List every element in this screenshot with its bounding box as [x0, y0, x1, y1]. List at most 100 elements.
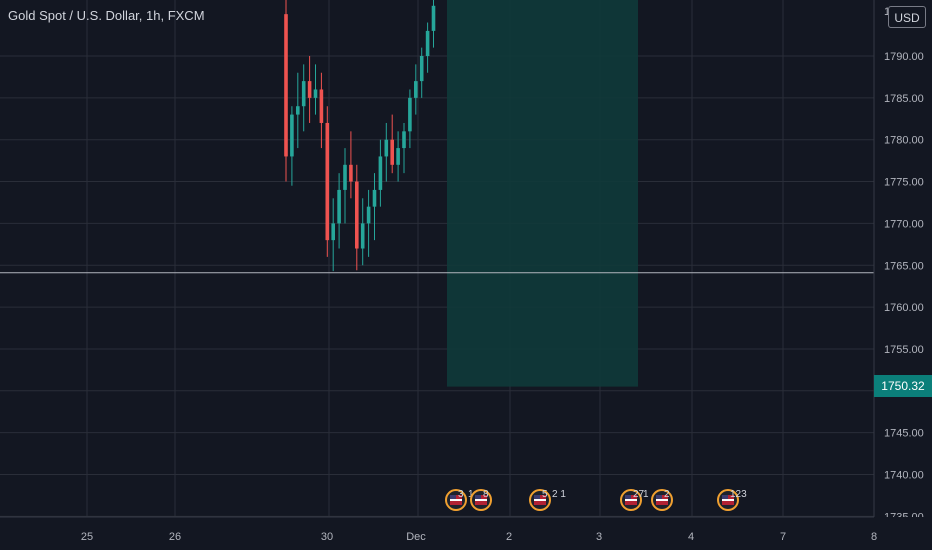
- time-axis[interactable]: 25 26 30 Dec 2 3 4 7 8: [0, 516, 932, 550]
- price-tick-label: 1740.00: [884, 470, 924, 482]
- flag-canton: [534, 495, 540, 500]
- time-tick-label: 2: [506, 531, 512, 543]
- candle: [366, 189, 371, 257]
- candle: [301, 64, 306, 132]
- candle-body: [425, 30, 430, 56]
- candle: [384, 122, 389, 182]
- event-count-badge: 3: [458, 489, 464, 500]
- event-count-badge: 123: [730, 489, 747, 500]
- event-count-badge: 27: [633, 489, 645, 500]
- candle-body: [349, 164, 353, 182]
- candle-body: [396, 148, 400, 165]
- price-tick-label: 1745.00: [884, 428, 924, 440]
- candle: [390, 114, 394, 174]
- flag-stripe: [475, 499, 487, 501]
- candle-body: [390, 139, 394, 165]
- flag-stripe: [625, 499, 637, 501]
- time-axis-background: [0, 517, 932, 550]
- event-marker[interactable]: 2: [651, 489, 673, 511]
- event-count-badge: 5: [542, 489, 548, 500]
- candle: [319, 72, 324, 149]
- candle: [331, 198, 335, 272]
- time-tick-label: 7: [780, 531, 786, 543]
- price-axis[interactable]: 1790.00 1785.00 1780.00 1775.00 1770.00 1765.…: [873, 0, 932, 550]
- candle-body: [378, 156, 383, 190]
- candle: [414, 64, 418, 115]
- event-marker[interactable]: 271: [620, 489, 649, 511]
- price-tick-label: 1780.00: [884, 135, 924, 147]
- candle-body: [372, 189, 377, 207]
- candle-body: [408, 97, 412, 132]
- candle: [284, 0, 288, 182]
- candle: [290, 106, 294, 186]
- candle-body: [419, 56, 424, 82]
- flag-canton: [722, 495, 728, 500]
- flag-canton: [450, 495, 456, 500]
- time-tick-label: 25: [81, 531, 93, 543]
- price-tick-label: 1790.00: [884, 51, 924, 63]
- candle-body: [355, 181, 359, 249]
- candle: [337, 173, 341, 249]
- candle: [396, 131, 400, 182]
- candle: [378, 139, 383, 207]
- candles: [284, 0, 436, 272]
- event-extra-badge: 2 1: [552, 489, 566, 500]
- candle: [431, 0, 436, 48]
- candle-body: [313, 89, 318, 98]
- candle: [313, 64, 318, 115]
- event-extra-badge: 1: [643, 489, 649, 500]
- target-zone[interactable]: [447, 0, 638, 387]
- flag-stripe: [722, 499, 734, 501]
- time-tick-label: 30: [321, 531, 333, 543]
- symbol-title: Gold Spot / U.S. Dollar, 1h, FXCM: [8, 8, 205, 23]
- candle: [307, 56, 312, 123]
- candle-body: [402, 131, 406, 149]
- current-price-badge: 1750.32: [874, 375, 932, 397]
- candle-body: [337, 189, 341, 224]
- event-marker[interactable]: 123: [717, 489, 747, 511]
- candle-body: [414, 81, 418, 98]
- candle: [372, 173, 377, 241]
- price-axis-background: [874, 0, 932, 550]
- flag-canton: [625, 495, 631, 500]
- candle-body: [431, 5, 436, 31]
- candle: [402, 122, 406, 174]
- candle-body: [301, 81, 306, 107]
- event-marker[interactable]: 5 2 1: [529, 489, 566, 511]
- time-tick-label: 26: [169, 531, 181, 543]
- candle-body: [325, 122, 330, 241]
- candle: [296, 72, 300, 149]
- candle-body: [296, 106, 300, 115]
- candle-body: [343, 164, 347, 190]
- time-tick-label: 4: [688, 531, 694, 543]
- candle-body: [284, 14, 288, 157]
- candle-body: [290, 114, 294, 157]
- candle-body: [331, 223, 335, 241]
- flag-stripe: [656, 499, 668, 501]
- candle-body: [307, 81, 312, 98]
- price-tick-label: 1770.00: [884, 218, 924, 230]
- candle-body: [384, 139, 389, 157]
- price-tick-label: 1775.00: [884, 177, 924, 189]
- flag-canton: [656, 495, 662, 500]
- candle-body: [366, 206, 371, 224]
- currency-button[interactable]: USD: [888, 6, 926, 28]
- candle: [408, 89, 412, 149]
- candle-body: [360, 223, 365, 249]
- time-tick-label: 3: [596, 531, 602, 543]
- candle: [343, 148, 347, 224]
- candle: [325, 106, 330, 257]
- price-tick-label: 1785.00: [884, 93, 924, 105]
- event-marker[interactable]: 8: [470, 489, 492, 511]
- event-count-badge: 2: [664, 489, 670, 500]
- flag-stripe: [450, 499, 462, 501]
- candle: [355, 164, 359, 271]
- time-tick-label: Dec: [406, 531, 426, 543]
- price-tick-label: 1760.00: [884, 302, 924, 314]
- top-price-cut: 1: [884, 6, 890, 18]
- candle: [425, 22, 430, 73]
